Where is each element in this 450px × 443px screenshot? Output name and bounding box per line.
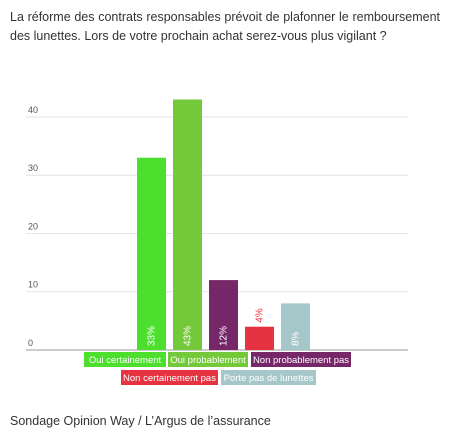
bar-2 [209,280,238,350]
y-tick-label: 10 [28,280,38,290]
bars-layer: 33% 43% 12% 4% 8% [137,99,310,350]
bar-1 [173,99,202,350]
legend-label: Oui probablement [170,355,246,366]
legend-item-0: Oui certainement [84,352,166,367]
bar-4 [281,303,310,350]
bar-value-label: 43% [183,326,194,346]
bar-value-label: 33% [147,326,158,346]
legend-label: Porte pas de lunettes [224,373,314,384]
legend-swatch [84,352,166,367]
source-note: Sondage Opinion Way / L’Argus de l’assur… [10,414,271,428]
legend-swatch [221,370,316,385]
y-tick-label: 20 [28,221,38,231]
legend: Oui certainement Oui probablement Non prob… [84,352,351,385]
legend-swatch [121,370,218,385]
legend-swatch [168,352,248,367]
bar-0 [137,157,166,350]
bar-3 [245,326,274,350]
y-tick-label: 0 [28,338,33,348]
legend-item-3: Non certainement pas [121,370,218,385]
bar-chart: 0 10 20 30 40 33% 43% 12% 4% 8% Oui certainement… [26,99,408,385]
legend-swatch [251,352,351,367]
legend-item-1: Oui probablement [168,352,248,367]
y-tick-label: 40 [28,105,38,115]
legend-label: Non certainement pas [123,373,216,384]
y-tick-label: 30 [28,163,38,173]
legend-item-2: Non probablement pas [251,352,351,367]
bar-value-label: 12% [219,326,230,346]
chart-title: La réforme des contrats responsables pré… [10,10,440,43]
legend-label: Non probablement pas [253,355,349,366]
legend-label: Oui certainement [89,355,162,366]
bar-value-label: 8% [291,331,302,346]
legend-item-4: Porte pas de lunettes [221,370,316,385]
bar-value-label: 4% [255,308,266,323]
